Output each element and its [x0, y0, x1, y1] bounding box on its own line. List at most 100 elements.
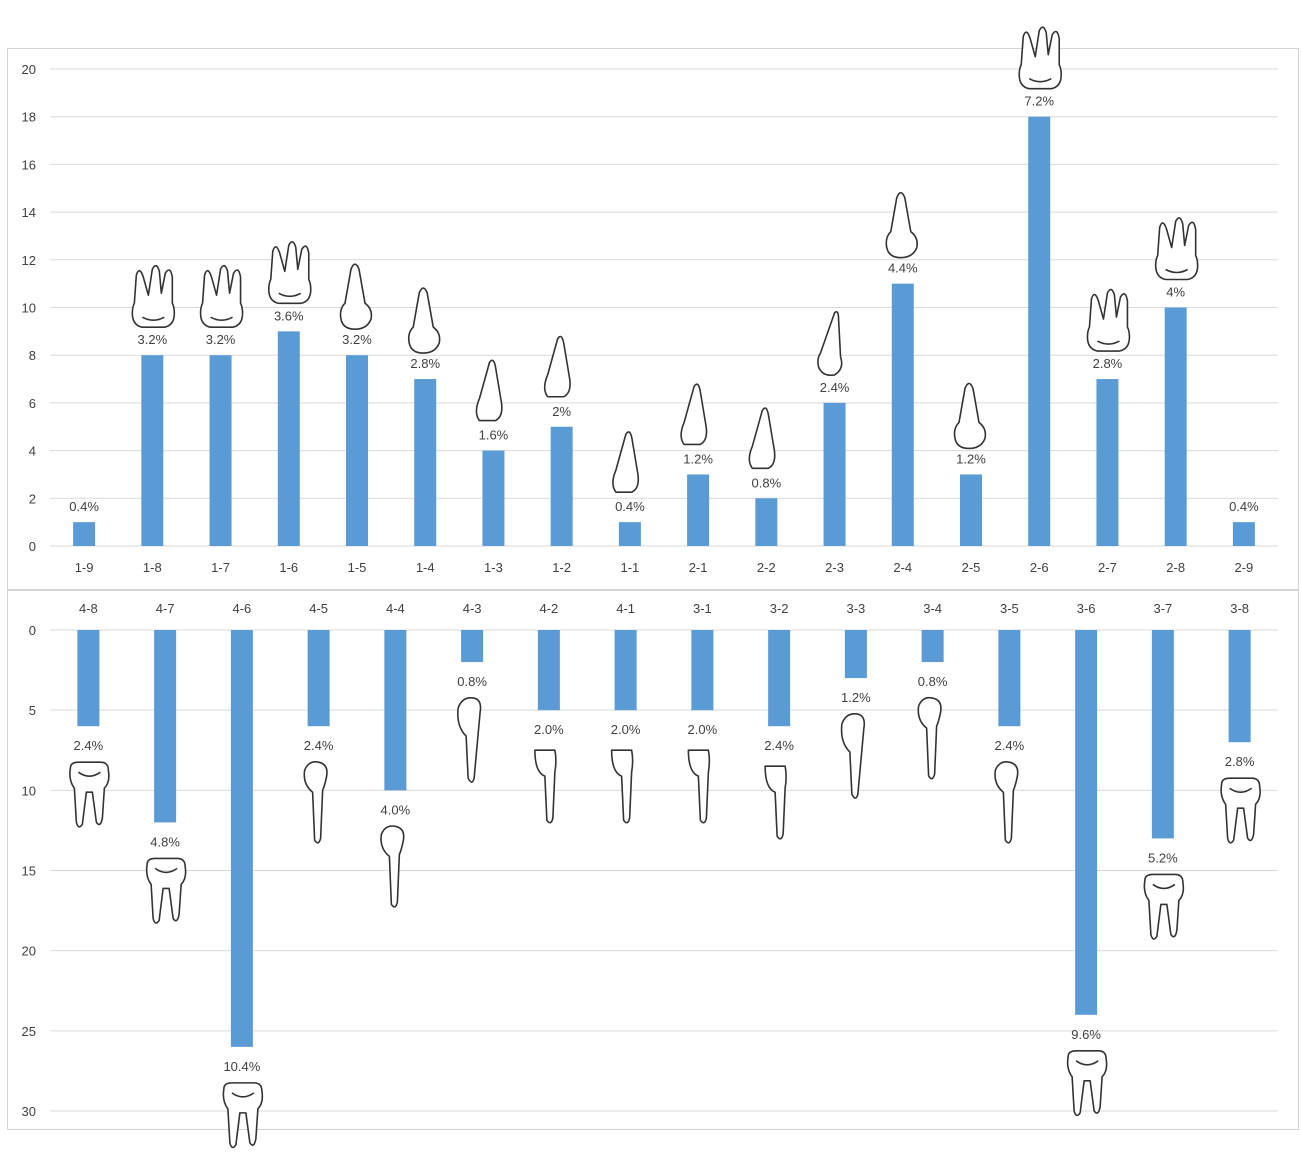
x-tick-label: 1-8: [143, 560, 162, 575]
x-tick-label: 1-7: [211, 560, 230, 575]
y-tick-label: 16: [22, 157, 36, 172]
bar-1-8: [141, 355, 164, 546]
lower-premolar-icon-outline: [994, 761, 1019, 844]
lower-canine-icon: [840, 713, 866, 799]
x-tick-label: 1-5: [348, 560, 367, 575]
lower-molar-icon: [69, 761, 110, 828]
lower-molar-icon-outline: [1220, 777, 1261, 844]
y-tick-label: 10: [22, 301, 36, 316]
x-tick-label: 4-8: [79, 601, 98, 616]
premolar-icon-outline: [953, 382, 987, 450]
data-label: 1.2%: [683, 451, 713, 466]
bar-4-7: [154, 630, 177, 823]
lower-premolar-icon: [380, 825, 405, 908]
y-tick-label: 2: [29, 491, 36, 506]
x-tick-label: 4-6: [232, 601, 251, 616]
x-tick-label: 3-3: [846, 601, 865, 616]
x-tick-label: 3-6: [1077, 601, 1096, 616]
data-label: 2.4%: [995, 738, 1025, 753]
premolar-icon: [339, 263, 373, 331]
data-label: 3.2%: [342, 332, 372, 347]
data-label: 7.2%: [1024, 94, 1054, 109]
molar-icon-outline: [1086, 288, 1131, 352]
lower-premolar-icon: [994, 761, 1019, 844]
bar-1-3: [482, 450, 505, 546]
bar-2-9: [1232, 522, 1255, 546]
data-label: 0.8%: [457, 674, 487, 689]
molar-icon: [131, 264, 176, 329]
x-tick-label: 4-7: [156, 601, 175, 616]
x-tick-label: 1-3: [484, 560, 503, 575]
y-tick-label: 12: [22, 253, 36, 268]
x-tick-label: 2-7: [1098, 560, 1117, 575]
y-tick-label: 25: [22, 1024, 36, 1039]
data-label: 10.4%: [223, 1059, 260, 1074]
lower-canine-icon-outline: [457, 696, 482, 783]
lower-canine-icon: [457, 696, 482, 783]
data-label: 2.8%: [1225, 754, 1255, 769]
x-tick-label: 4-4: [386, 601, 405, 616]
lower-molar-icon: [1066, 1050, 1108, 1117]
lower-molar-icon: [222, 1082, 264, 1149]
data-label: 2.0%: [534, 722, 564, 737]
molar-icon-outline: [199, 264, 244, 329]
data-label: 1.6%: [479, 428, 509, 443]
molar-icon: [267, 241, 312, 305]
data-label: 2.4%: [820, 380, 850, 395]
lower-incisor-icon: [764, 765, 787, 840]
x-tick-label: 1-1: [620, 560, 639, 575]
bar-1-1: [618, 522, 641, 546]
x-tick-label: 2-6: [1030, 560, 1049, 575]
bar-4-5: [307, 630, 330, 727]
bar-1-6: [277, 331, 300, 546]
premolar-icon: [407, 287, 441, 354]
bar-3-2: [768, 630, 791, 727]
lower-molar-icon-outline: [69, 761, 110, 828]
lower-chart-frame: [7, 590, 1299, 1130]
premolar-icon-outline: [339, 263, 373, 331]
molar-icon: [1086, 288, 1131, 352]
y-tick-label: 18: [22, 110, 36, 125]
bar-2-8: [1164, 307, 1187, 546]
lower-premolar-icon-outline: [917, 696, 942, 780]
data-label: 2.4%: [304, 738, 334, 753]
y-tick-label: 15: [22, 864, 36, 879]
data-label: 2.8%: [410, 356, 440, 371]
bar-4-3: [461, 630, 484, 663]
x-tick-label: 3-4: [923, 601, 942, 616]
lower-molar-icon-outline: [222, 1082, 264, 1149]
lower-molar-icon-outline: [1143, 873, 1185, 940]
canine-icon-outline: [817, 310, 843, 377]
x-tick-label: 2-5: [962, 560, 981, 575]
y-tick-label: 4: [29, 444, 36, 459]
lower-premolar-icon: [917, 696, 942, 780]
data-label: 2%: [552, 404, 571, 419]
bar-3-7: [1151, 630, 1174, 839]
x-tick-label: 1-2: [552, 560, 571, 575]
bar-3-6: [1075, 630, 1098, 1015]
x-tick-label: 2-9: [1234, 560, 1253, 575]
x-tick-label: 3-7: [1153, 601, 1172, 616]
incisor-icon-outline: [612, 431, 640, 493]
lower-molar-icon: [1143, 873, 1185, 940]
bar-3-3: [844, 630, 867, 679]
y-tick-label: 30: [22, 1104, 36, 1119]
lower-molar-icon: [145, 857, 187, 924]
bar-2-4: [891, 283, 914, 546]
lower-incisor-icon: [534, 749, 557, 824]
lower-incisor-icon-outline: [764, 765, 787, 840]
data-label: 4.0%: [381, 802, 411, 817]
x-tick-label: 3-8: [1230, 601, 1249, 616]
x-tick-label: 2-4: [893, 560, 912, 575]
upper-chart-frame: [7, 48, 1299, 590]
x-tick-label: 1-4: [416, 560, 435, 575]
bar-2-3: [823, 402, 846, 546]
x-tick-label: 1-6: [279, 560, 298, 575]
incisor-icon: [748, 407, 776, 470]
y-tick-label: 14: [22, 205, 36, 220]
molar-icon-outline: [267, 241, 312, 305]
lower-molar-icon: [1220, 777, 1261, 844]
bar-4-8: [77, 630, 100, 727]
upper-jaw-chart: 0 2 4 6 8 10 12 14 16 18 20 0.4% 1-9 3.2% 1-8 3.2% 1-7 3.…: [22, 26, 1278, 575]
